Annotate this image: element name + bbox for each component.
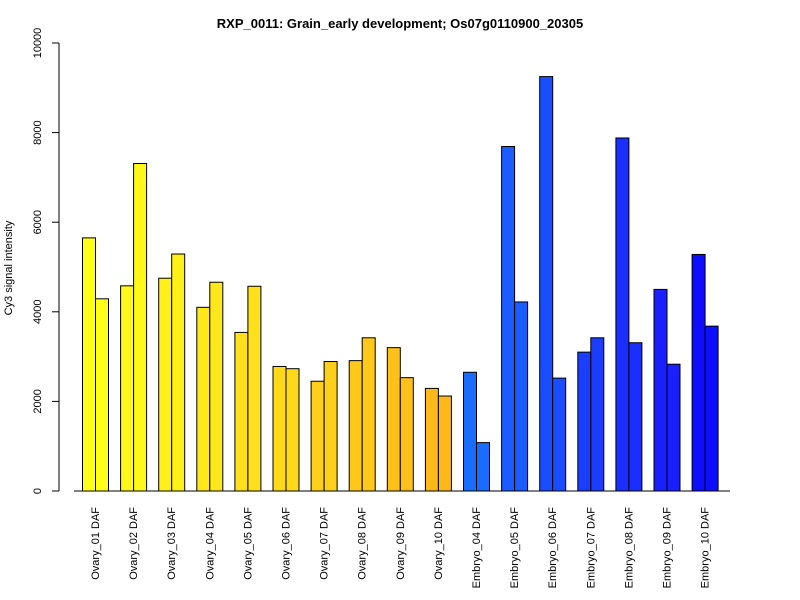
bar <box>501 145 516 492</box>
bar <box>424 387 439 492</box>
y-tick-label: 6000 <box>32 210 44 234</box>
bar <box>590 337 605 492</box>
y-tick-label: 10000 <box>32 28 44 59</box>
bar <box>539 76 554 492</box>
bar <box>209 281 224 492</box>
y-axis-label: Cy3 signal intensity <box>3 220 15 315</box>
bar <box>171 253 186 492</box>
y-tick-label: 4000 <box>32 300 44 324</box>
x-tick-label: Embryo_08 DAF <box>623 507 635 589</box>
x-tick-label: Ovary_03 DAF <box>166 507 178 580</box>
x-tick-label: Embryo_10 DAF <box>700 507 712 589</box>
bar <box>272 365 287 492</box>
x-tick-label: Ovary_02 DAF <box>128 507 140 580</box>
bar <box>158 277 173 492</box>
bar <box>615 137 630 492</box>
x-tick-label: Embryo_05 DAF <box>509 507 521 589</box>
bars <box>82 76 719 492</box>
x-tick-label: Ovary_09 DAF <box>395 507 407 580</box>
x-tick-label: Ovary_04 DAF <box>204 507 216 580</box>
bar <box>476 442 490 492</box>
bar <box>234 331 249 492</box>
bar <box>361 337 376 492</box>
x-tick-labels: Ovary_01 DAF Ovary_02 DAF Ovary_03 DAF Ovar… <box>90 507 712 589</box>
y-tick-label: 2000 <box>32 389 44 413</box>
bar <box>133 163 148 492</box>
bar <box>399 377 414 492</box>
bar <box>310 380 325 492</box>
bar <box>323 361 338 492</box>
bar <box>95 298 109 492</box>
x-tick-label: Ovary_07 DAF <box>319 507 331 580</box>
y-tick-label: 0 <box>32 488 44 494</box>
x-tick-label: Ovary_08 DAF <box>357 507 369 580</box>
bar <box>247 285 262 492</box>
x-tick-label: Ovary_01 DAF <box>90 507 102 580</box>
bar <box>514 301 529 492</box>
bar <box>628 342 643 492</box>
x-tick-label: Ovary_06 DAF <box>281 507 293 580</box>
x-tick-label: Embryo_07 DAF <box>585 507 597 589</box>
x-tick-label: Embryo_09 DAF <box>662 507 674 589</box>
bar <box>653 288 668 492</box>
x-tick-label: Ovary_05 DAF <box>242 507 254 580</box>
bar <box>120 285 135 492</box>
bar <box>577 351 592 492</box>
bar <box>196 306 211 492</box>
x-tick-label: Ovary_10 DAF <box>433 507 445 580</box>
bar <box>552 377 567 492</box>
x-tick-label: Embryo_06 DAF <box>547 507 559 589</box>
bar <box>666 363 681 492</box>
bar <box>386 347 401 492</box>
bar <box>704 325 719 492</box>
bar <box>348 360 363 492</box>
y-tick-label: 8000 <box>32 120 44 144</box>
bar <box>285 368 300 492</box>
bar <box>437 395 452 492</box>
bar <box>463 371 477 492</box>
y-axis: 0 2000 4000 6000 8000 10000 <box>32 28 60 494</box>
x-tick-label: Embryo_04 DAF <box>471 507 483 589</box>
bar <box>691 253 706 492</box>
chart-title: RXP_0011: Grain_early development; Os07g… <box>217 16 583 31</box>
bar <box>82 237 96 492</box>
